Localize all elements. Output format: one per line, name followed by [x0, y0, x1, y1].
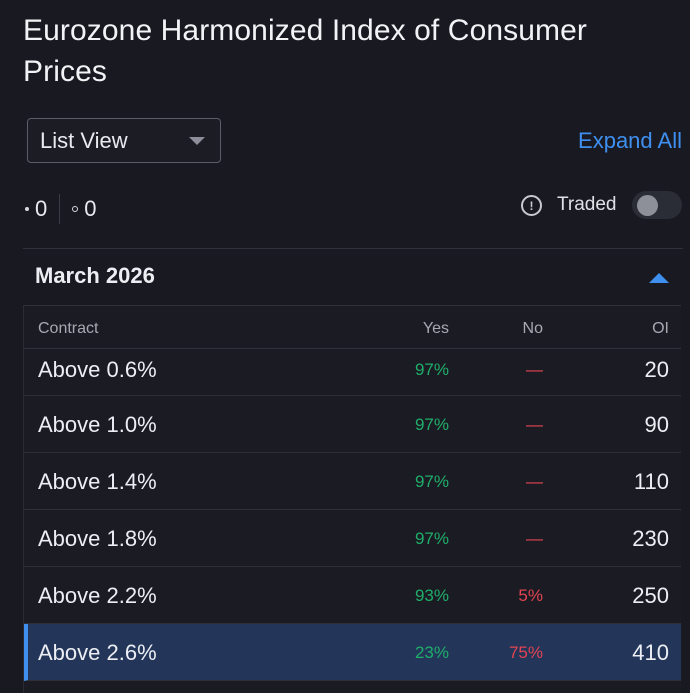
table-row[interactable]: Above 2.2% 93% 5% 250: [24, 567, 681, 624]
info-icon[interactable]: !: [521, 195, 542, 216]
table-row[interactable]: Above 1.8% 97% — 230: [24, 510, 681, 567]
contract-name: Above 1.4%: [38, 469, 157, 494]
section-divider: [23, 248, 683, 249]
contract-name: Above 2.6%: [38, 640, 157, 665]
chevron-up-icon[interactable]: [649, 273, 669, 283]
toggle-knob: [637, 195, 658, 216]
open-interest: 110: [633, 469, 669, 494]
header-contract: Contract: [38, 320, 99, 337]
view-select-value: List View: [40, 127, 128, 153]
expand-all-button[interactable]: Expand All: [578, 128, 682, 153]
contract-name: Above 0.6%: [38, 357, 157, 382]
header-yes: Yes: [422, 320, 449, 337]
outlined-count: 0: [84, 196, 97, 221]
no-price[interactable]: 5%: [518, 586, 543, 605]
no-price[interactable]: —: [526, 472, 543, 491]
header-oi: OI: [652, 320, 669, 337]
group-header-march-2026[interactable]: March 2026: [23, 249, 683, 305]
yes-price[interactable]: 97%: [414, 529, 449, 548]
open-interest: 410: [632, 640, 669, 665]
view-select[interactable]: List View: [27, 118, 221, 163]
filled-count: 0: [35, 196, 48, 221]
yes-price[interactable]: 97%: [414, 472, 449, 491]
contract-name: Above 1.0%: [38, 412, 157, 437]
header-no: No: [522, 320, 543, 337]
no-price[interactable]: —: [526, 415, 543, 434]
table-header: Contract Yes No OI: [24, 306, 681, 349]
page-title: Eurozone Harmonized Index of Consumer Pr…: [23, 14, 587, 88]
table-row[interactable]: Above 1.0% 97% — 90: [24, 396, 681, 453]
open-interest: 230: [632, 526, 669, 551]
contracts-table: Contract Yes No OI Above 0.6% 97% — 20 A…: [23, 305, 681, 693]
traded-label: Traded: [557, 194, 617, 215]
chevron-down-icon: [189, 137, 205, 145]
traded-toggle[interactable]: [632, 191, 682, 219]
yes-price[interactable]: 93%: [414, 586, 449, 605]
table-row-selected[interactable]: Above 2.6% 23% 75% 410: [24, 624, 681, 681]
no-price[interactable]: —: [526, 529, 543, 548]
filled-dot-icon: [25, 207, 29, 211]
contract-name: Above 2.2%: [38, 583, 157, 608]
open-interest: 20: [644, 357, 669, 382]
outlined-dot-icon: [72, 206, 79, 212]
no-price[interactable]: 75%: [508, 643, 543, 662]
open-interest: 90: [644, 412, 669, 437]
open-interest: 250: [632, 583, 669, 608]
position-counts: 0 0: [23, 194, 97, 224]
table-row[interactable]: Above 1.4% 97% — 110: [24, 453, 681, 510]
yes-price[interactable]: 97%: [414, 360, 449, 379]
contract-name: Above 1.8%: [38, 526, 157, 551]
counts-divider: [59, 194, 61, 224]
table-row[interactable]: Above 0.6% 97% — 20: [24, 349, 681, 396]
yes-price[interactable]: 23%: [414, 643, 449, 662]
no-price[interactable]: —: [526, 360, 543, 379]
group-title: March 2026: [35, 263, 155, 288]
yes-price[interactable]: 97%: [414, 415, 449, 434]
